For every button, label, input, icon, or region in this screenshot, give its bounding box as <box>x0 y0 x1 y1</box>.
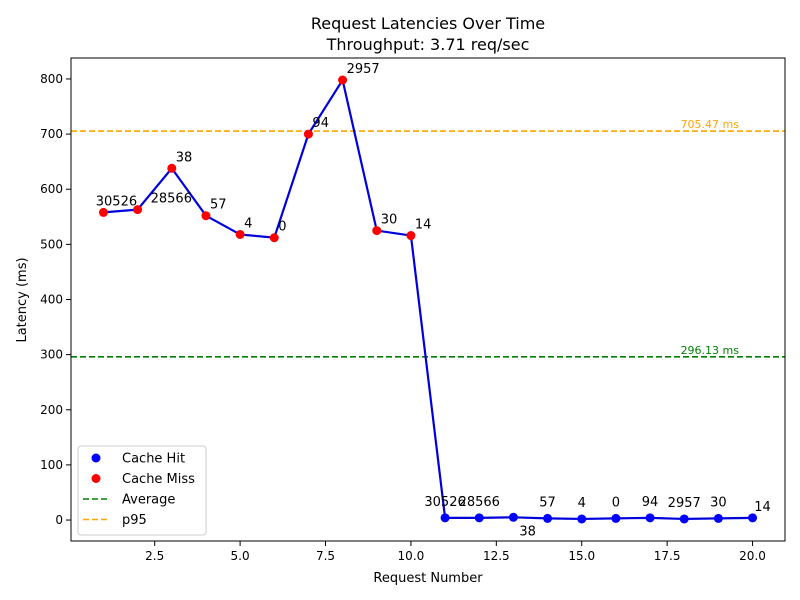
y-tick-label: 800 <box>40 72 63 86</box>
data-label: 94 <box>312 116 329 131</box>
y-tick-label: 300 <box>40 348 63 362</box>
data-point-hit <box>543 513 553 523</box>
data-label: 94 <box>642 495 659 510</box>
y-axis: 0 100 200 300 400 500 600 700 800 <box>40 72 71 527</box>
y-tick-label: 700 <box>40 127 63 141</box>
data-label: 28566 <box>459 495 500 510</box>
data-point-hit <box>679 514 689 524</box>
data-label: 0 <box>278 220 286 235</box>
data-point-miss <box>269 233 279 243</box>
x-tick-label: 10.0 <box>398 549 425 563</box>
data-label: 30526 <box>424 495 465 510</box>
data-point-hit <box>474 513 484 523</box>
legend-label: Cache Hit <box>122 452 185 467</box>
x-tick-label: 20.0 <box>739 549 766 563</box>
y-tick-label: 500 <box>40 237 63 251</box>
data-label: 28566 <box>151 192 192 207</box>
data-point-miss <box>303 129 313 139</box>
y-tick-label: 0 <box>55 513 63 527</box>
data-label: 0 <box>612 495 620 510</box>
data-label: 2957 <box>668 496 701 511</box>
data-label: 30 <box>710 495 727 510</box>
x-axis: 2.5 5.0 7.5 10.0 12.5 15.0 17.5 20.0 <box>145 541 766 563</box>
reference-line-label: 705.47 ms <box>681 118 740 131</box>
data-point-miss <box>133 205 143 215</box>
data-label: 57 <box>539 495 556 510</box>
legend-box <box>77 445 207 536</box>
legend-label: Average <box>122 493 175 508</box>
data-label: 4 <box>578 496 586 511</box>
data-point-hit <box>611 513 621 523</box>
legend: Cache Hit Cache Miss Average p95 <box>77 445 207 536</box>
y-tick-label: 400 <box>40 293 63 307</box>
data-label: 38 <box>176 150 193 165</box>
legend-label: p95 <box>122 513 147 528</box>
data-point-miss <box>167 163 177 173</box>
x-tick-label: 12.5 <box>483 549 510 563</box>
data-point-hit <box>645 513 655 523</box>
chart-subtitle: Throughput: 3.71 req/sec <box>326 35 530 54</box>
data-point-hit <box>748 513 758 523</box>
y-tick-label: 600 <box>40 182 63 196</box>
data-point-miss <box>98 207 108 217</box>
data-label: 14 <box>754 500 771 515</box>
data-point-hit <box>577 514 587 524</box>
x-tick-label: 5.0 <box>231 549 250 563</box>
x-tick-label: 7.5 <box>316 549 335 563</box>
legend-label: Cache Miss <box>122 472 195 487</box>
legend-marker-icon <box>91 474 101 483</box>
data-point-miss <box>372 226 382 236</box>
y-tick-label: 100 <box>40 458 63 472</box>
data-point-hit <box>440 513 450 523</box>
data-point-miss <box>235 229 245 239</box>
data-label: 14 <box>415 218 432 233</box>
data-label: 30526 <box>96 194 137 209</box>
reference-line-label: 296.13 ms <box>681 344 740 357</box>
x-tick-label: 2.5 <box>145 549 164 563</box>
latency-series-line <box>103 77 753 521</box>
data-point-miss <box>201 211 211 221</box>
chart-title: Request Latencies Over Time <box>311 14 545 33</box>
data-point-hit <box>713 513 723 523</box>
data-label: 57 <box>210 198 227 213</box>
y-tick-label: 200 <box>40 403 63 417</box>
x-tick-label: 15.0 <box>568 549 595 563</box>
data-label: 38 <box>519 524 536 539</box>
legend-marker-icon <box>91 453 101 463</box>
data-label: 2957 <box>347 62 380 77</box>
y-axis-label: Latency (ms) <box>15 257 30 342</box>
data-point-miss <box>338 75 348 85</box>
x-axis-label: Request Number <box>373 571 483 586</box>
data-point-miss <box>406 231 416 241</box>
data-label: 4 <box>244 216 252 231</box>
data-label: 30 <box>381 213 398 228</box>
data-point-hit <box>508 512 518 522</box>
x-tick-label: 17.5 <box>654 549 681 563</box>
